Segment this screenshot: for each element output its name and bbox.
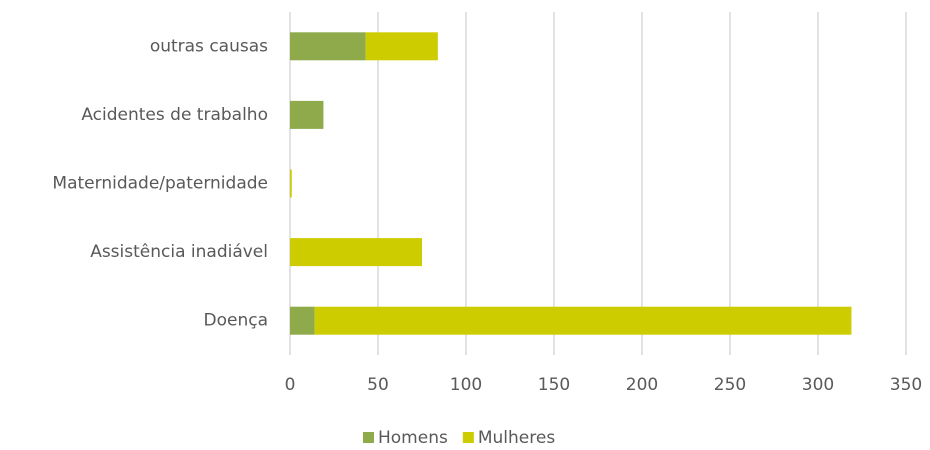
- bar: [290, 169, 292, 198]
- bar: [290, 32, 366, 61]
- legend-label: Mulheres: [478, 428, 555, 448]
- x-tick-label: 0: [285, 375, 296, 395]
- bar: [290, 100, 324, 129]
- legend-swatch: [363, 432, 374, 443]
- legend-label: Homens: [378, 428, 448, 448]
- x-tick-label: 200: [626, 375, 658, 395]
- y-tick-label: outras causas: [150, 36, 268, 56]
- legend-swatch: [462, 432, 474, 443]
- x-tick-label: 150: [538, 375, 570, 395]
- x-tick-label: 50: [367, 375, 389, 395]
- x-tick-label: 300: [802, 375, 834, 395]
- bar: [290, 306, 315, 335]
- bar: [314, 306, 852, 335]
- x-tick-label: 100: [450, 375, 482, 395]
- y-tick-label: Doença: [204, 311, 269, 331]
- y-tick-label: Assistência inadiável: [90, 242, 268, 262]
- bar: [290, 238, 422, 267]
- y-tick-label: Maternidade/paternidade: [52, 174, 268, 194]
- x-tick-label: 250: [714, 375, 746, 395]
- bar: [365, 32, 438, 61]
- x-tick-label: 350: [890, 375, 922, 395]
- y-tick-label: Acidentes de trabalho: [81, 105, 268, 125]
